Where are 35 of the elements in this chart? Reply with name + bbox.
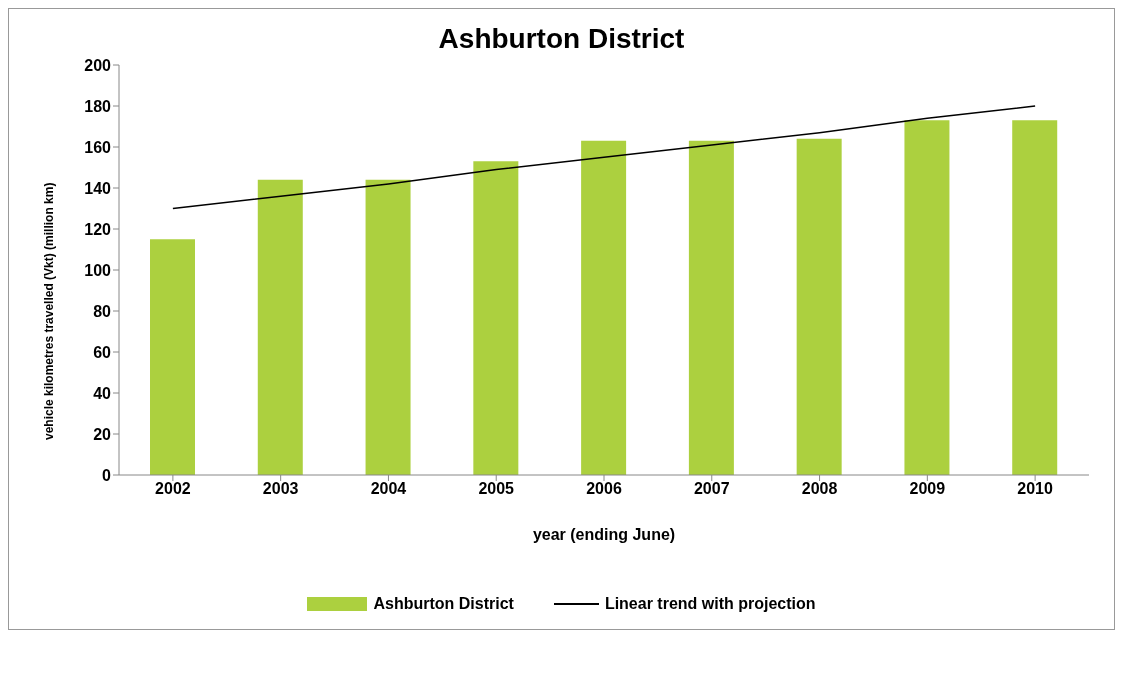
bar — [365, 179, 411, 475]
y-tick-label: 20 — [93, 425, 112, 443]
legend-label: Linear trend with projection — [604, 595, 816, 613]
bar — [904, 120, 950, 475]
legend-label: Ashburton District — [373, 595, 514, 613]
x-tick-label: 2005 — [478, 480, 515, 498]
x-tick-label: 2010 — [1017, 480, 1054, 498]
x-tick-label: 2008 — [801, 480, 838, 498]
y-tick-label: 120 — [84, 220, 112, 238]
chart-title: Ashburton District — [437, 23, 686, 55]
y-tick-label: 180 — [84, 97, 112, 115]
bar — [688, 140, 734, 475]
y-tick-label: 200 — [84, 56, 112, 74]
x-tick-label: 2007 — [693, 480, 730, 498]
y-tick-label: 40 — [93, 384, 112, 402]
y-tick-label: 60 — [93, 343, 112, 361]
y-tick-label: 100 — [84, 261, 112, 279]
y-tick-label: 0 — [102, 466, 112, 484]
y-tick-label: 140 — [84, 179, 112, 197]
bar — [1012, 120, 1058, 475]
bar — [257, 179, 303, 475]
x-tick-label: 2003 — [262, 480, 299, 498]
x-tick-label: 2009 — [909, 480, 946, 498]
y-tick-label: 80 — [93, 302, 112, 320]
x-tick-label: 2006 — [586, 480, 622, 498]
x-tick-label: 2004 — [370, 480, 407, 498]
bar — [473, 161, 519, 475]
y-axis-title: vehicle kilometres travelled (Vkt) (million km) — [42, 182, 57, 440]
x-axis-title: year (ending June) — [532, 526, 676, 543]
y-tick-label: 160 — [84, 138, 112, 156]
line-series — [172, 105, 1036, 210]
bar — [150, 239, 195, 475]
bar — [796, 138, 842, 475]
x-tick-label: 2002 — [155, 480, 191, 498]
bar — [581, 140, 627, 475]
